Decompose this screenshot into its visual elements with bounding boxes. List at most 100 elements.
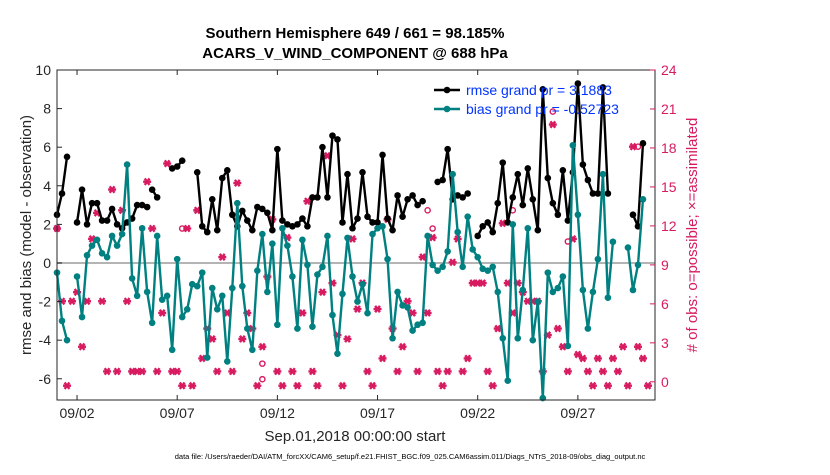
rmse-point [639, 140, 647, 147]
rmse-point [409, 192, 416, 199]
rmse-point [349, 224, 356, 232]
bias-point [188, 280, 196, 288]
legend-label-bias: bias grand pr = -0.52723 [466, 101, 619, 117]
bias-point [459, 263, 466, 271]
obs-assimilated-marker [493, 324, 502, 333]
obs-assimilated-marker [153, 367, 162, 376]
rmse-point [269, 226, 276, 234]
obs-assimilated-marker [378, 354, 387, 363]
bias-point [319, 263, 326, 271]
bias-point [384, 255, 391, 263]
obs-assimilated-marker [613, 367, 622, 376]
bias-point [249, 346, 256, 354]
obs-assimilated-marker [393, 367, 402, 376]
obs-assimilated-stroke [309, 367, 316, 376]
rmse-point [138, 201, 146, 209]
obs-possible-marker [429, 225, 436, 232]
bias-point [469, 246, 476, 253]
obs-assimilated-stroke [644, 381, 652, 390]
obs-assimilated-stroke [344, 335, 351, 343]
obs-assimilated-stroke [434, 367, 441, 376]
rmse-point [314, 194, 321, 201]
bias-point [389, 334, 396, 342]
rmse-point [504, 219, 512, 226]
rmse-point [148, 186, 156, 193]
legend-marker-bias [443, 105, 451, 113]
y-tick-label-left: -6 [39, 371, 52, 387]
rmse-point [58, 190, 66, 197]
rmse-point [414, 201, 421, 209]
rmse-point [299, 215, 306, 222]
obs-assimilated-marker [173, 367, 182, 376]
rmse-point [153, 194, 161, 201]
rmse-point [519, 201, 527, 209]
obs-assimilated-marker [273, 367, 282, 376]
obs-assimilated-marker [303, 197, 312, 206]
bias-point [228, 284, 236, 292]
obs-assimilated-stroke [153, 367, 161, 376]
obs-assimilated-marker [633, 342, 642, 351]
obs-assimilated-stroke [148, 224, 156, 233]
obs-assimilated-stroke [509, 309, 517, 317]
obs-assimilated-marker [218, 253, 227, 262]
rmse-point [113, 221, 121, 228]
chart-subtitle: ACARS_V_WIND_COMPONENT @ 688 hPa [202, 45, 508, 62]
obs-assimilated-stroke [369, 381, 376, 390]
rmse-point [509, 194, 517, 201]
bias-point [564, 342, 572, 350]
rmse-point [83, 221, 91, 228]
bias-point [299, 236, 306, 244]
rmse-point [168, 165, 176, 172]
bias-point [454, 228, 461, 236]
y-tick-label-left: 6 [43, 139, 51, 155]
obs-assimilated-marker [98, 297, 107, 306]
obs-assimilated-marker [618, 342, 627, 351]
obs-assimilated-stroke [474, 279, 482, 287]
bias-point [83, 251, 91, 259]
y-tick-label-right: 6 [661, 296, 669, 312]
obs-possible-marker [178, 225, 186, 232]
obs-assimilated-marker [638, 354, 647, 363]
obs-assimilated-marker [463, 354, 472, 363]
chart-title: Southern Hemisphere 649 / 661 = 98.185% [206, 25, 505, 42]
bias-point [264, 288, 271, 296]
bias-point [629, 286, 637, 294]
rmse-point [584, 176, 592, 184]
obs-assimilated-stroke [304, 197, 311, 206]
bias-point [178, 313, 186, 321]
x-axis-label: Sep.01,2018 00:00:00 start [265, 428, 447, 445]
rmse-point [394, 192, 401, 199]
obs-assimilated-stroke [339, 381, 346, 390]
obs-assimilated-stroke [168, 367, 176, 376]
obs-assimilated-stroke [133, 367, 141, 376]
y-tick-label-right: 18 [661, 140, 677, 156]
bias-point [269, 240, 276, 247]
rmse-point [93, 199, 101, 207]
obs-assimilated-stroke [193, 206, 201, 215]
obs-assimilated-marker [553, 324, 562, 333]
obs-assimilated-stroke [634, 342, 642, 351]
bias-point [494, 288, 502, 296]
bias-point [449, 170, 456, 178]
bias-point [404, 304, 411, 311]
obs-assimilated-marker [593, 354, 602, 363]
bias-point [198, 269, 206, 276]
bias-point [599, 170, 607, 178]
rmse-point [254, 203, 261, 211]
bias-point [419, 319, 426, 327]
x-tick-label: 09/12 [260, 405, 295, 421]
obs-assimilated-stroke [624, 381, 632, 390]
obs-possible-marker [259, 375, 266, 383]
obs-assimilated-stroke [279, 381, 286, 390]
bias-point [254, 267, 261, 275]
obs-assimilated-stroke [579, 354, 587, 363]
obs-assimilated-stroke [113, 367, 121, 376]
obs-assimilated-marker [363, 367, 372, 376]
bias-point [634, 261, 642, 269]
bias-point [163, 292, 171, 300]
rmse-point [329, 132, 336, 139]
obs-assimilated-stroke [484, 367, 492, 376]
obs-assimilated-stroke [138, 367, 146, 376]
rmse-point [444, 145, 451, 153]
x-tick-label: 09/02 [60, 405, 95, 421]
